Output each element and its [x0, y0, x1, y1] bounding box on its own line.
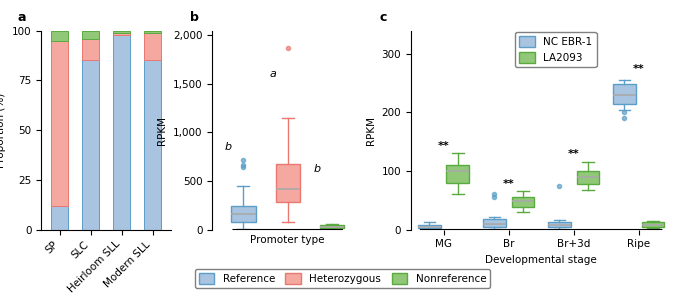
Y-axis label: RPKM: RPKM	[158, 116, 167, 144]
PathPatch shape	[447, 165, 469, 183]
X-axis label: Developmental stage: Developmental stage	[485, 255, 597, 265]
Text: c: c	[379, 11, 387, 24]
PathPatch shape	[483, 219, 506, 226]
Bar	[144, 60, 161, 230]
Bar	[82, 60, 99, 230]
PathPatch shape	[577, 171, 599, 184]
Text: a: a	[269, 69, 276, 79]
PathPatch shape	[418, 225, 440, 228]
Bar	[82, 39, 99, 60]
PathPatch shape	[512, 197, 534, 207]
Text: a: a	[18, 11, 26, 24]
Bar	[51, 206, 68, 230]
PathPatch shape	[231, 206, 256, 222]
Bar	[144, 32, 161, 60]
Text: b: b	[225, 142, 232, 152]
Text: **: **	[503, 178, 514, 188]
Bar	[113, 35, 130, 230]
Y-axis label: Proportion (%): Proportion (%)	[0, 92, 6, 168]
X-axis label: Promoter type: Promoter type	[251, 235, 325, 245]
Y-axis label: RPKM: RPKM	[366, 116, 376, 144]
PathPatch shape	[548, 222, 571, 226]
PathPatch shape	[613, 84, 636, 104]
PathPatch shape	[320, 225, 344, 228]
Bar	[51, 40, 68, 206]
Bar	[113, 32, 130, 35]
Bar	[82, 31, 99, 39]
Bar	[51, 31, 68, 40]
Text: **: **	[633, 65, 645, 74]
Text: b: b	[190, 11, 199, 24]
Text: **: **	[568, 149, 580, 159]
PathPatch shape	[642, 222, 664, 226]
Text: b: b	[314, 164, 321, 174]
Legend: Reference, Heterozygous, Nonreference: Reference, Heterozygous, Nonreference	[195, 269, 490, 288]
Bar	[113, 31, 130, 32]
Bar	[144, 31, 161, 32]
Legend: NC EBR-1, LA2093: NC EBR-1, LA2093	[515, 32, 597, 67]
PathPatch shape	[275, 163, 300, 202]
Text: **: **	[438, 140, 449, 151]
